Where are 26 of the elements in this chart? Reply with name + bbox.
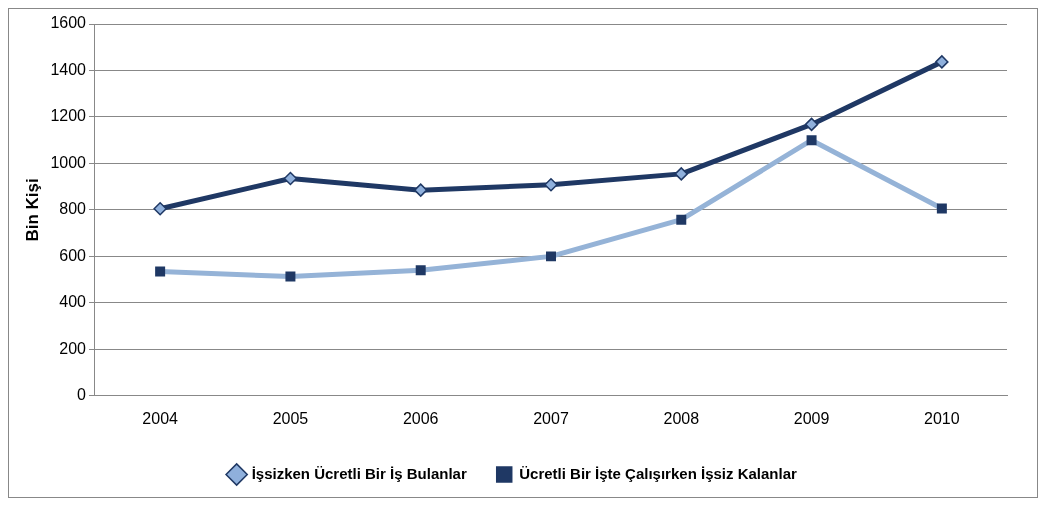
- point: [413, 183, 428, 197]
- point: [674, 167, 689, 181]
- y-tick-label: 1000: [50, 153, 87, 171]
- y-tick-label: 1400: [50, 60, 87, 78]
- x-tick-label: 2004: [142, 409, 179, 427]
- point: [544, 178, 558, 192]
- y-tick-label: 200: [59, 339, 87, 357]
- legend-label: İşsizken Ücretli Bir İş Bulanlar: [251, 464, 467, 482]
- y-tick-label: 400: [59, 293, 87, 311]
- point: [804, 117, 819, 132]
- x-tick-label: 2005: [272, 409, 309, 427]
- legend-label: Ücretli Bir İşte Çalışırken İşsiz Kalanlar: [519, 464, 798, 482]
- x-tick-label: 2007: [533, 409, 569, 427]
- y-tick-label: 0: [77, 386, 87, 404]
- x-tick-label: 2006: [402, 409, 439, 427]
- y-tick-label: 1600: [50, 14, 87, 32]
- x-tick-label: 2008: [663, 409, 700, 427]
- point: [153, 201, 167, 216]
- x-tick-label: 2009: [793, 409, 830, 427]
- point: [283, 171, 298, 186]
- y-tick-label: 800: [59, 200, 87, 218]
- x-tick-label: 2010: [924, 409, 960, 427]
- y-axis-title: Bin Kişi: [22, 178, 42, 242]
- point: [935, 55, 949, 69]
- y-tick-label: 1200: [50, 107, 87, 125]
- y-tick-label: 600: [59, 246, 87, 264]
